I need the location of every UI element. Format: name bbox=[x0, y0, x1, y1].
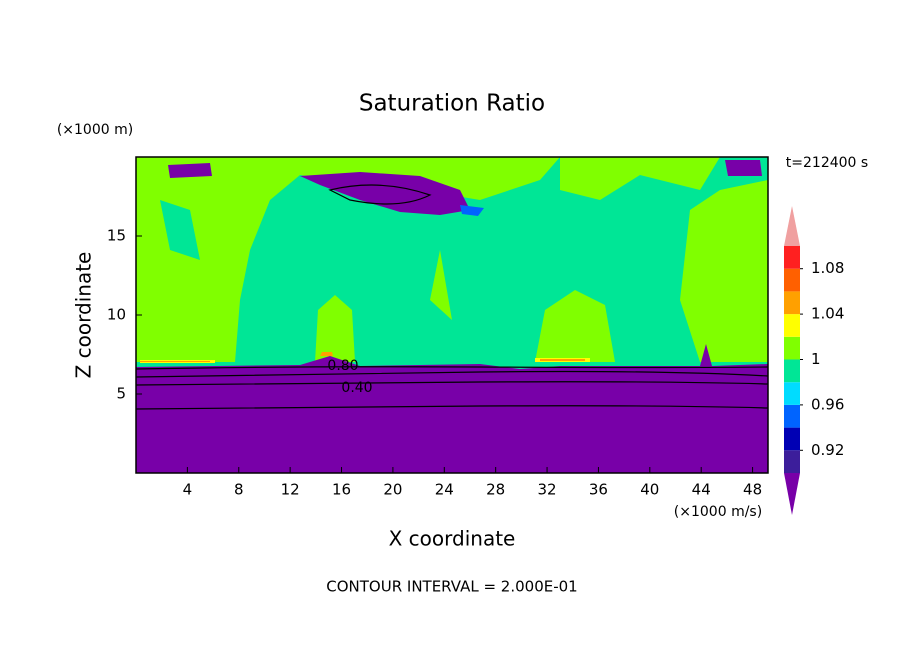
colorbar-box bbox=[784, 404, 800, 428]
colorbar-box bbox=[784, 382, 800, 405]
field-region bbox=[140, 358, 590, 363]
x-tick-label: 12 bbox=[281, 481, 300, 499]
field-region bbox=[136, 344, 768, 473]
x-tick-label: 32 bbox=[538, 481, 557, 499]
x-tick-label: 40 bbox=[640, 481, 659, 499]
colorbar-tick-label: 1.04 bbox=[811, 305, 844, 323]
field-region bbox=[300, 157, 560, 200]
x-tick-label: 28 bbox=[486, 481, 505, 499]
colorbar-box bbox=[784, 336, 800, 360]
field-region bbox=[140, 352, 585, 362]
contour-label: 0.80 bbox=[327, 358, 358, 374]
contour-line bbox=[135, 366, 769, 370]
time-label: t=212400 s bbox=[786, 155, 868, 171]
contour-line bbox=[135, 370, 769, 378]
x-tick-label: 48 bbox=[743, 481, 762, 499]
field-region bbox=[680, 180, 768, 362]
y-axis-label: Z coordinate bbox=[72, 252, 96, 379]
contour-label: 0.40 bbox=[341, 380, 372, 396]
x-tick-label: 44 bbox=[692, 481, 711, 499]
x-tick-label: 36 bbox=[589, 481, 608, 499]
x-tick-label: 20 bbox=[383, 481, 402, 499]
x-tick-label: 16 bbox=[332, 481, 351, 499]
colorbar-box bbox=[784, 427, 800, 451]
field-region bbox=[160, 200, 200, 260]
chart-title: Saturation Ratio bbox=[359, 91, 545, 117]
x-tick-label: 8 bbox=[234, 481, 244, 499]
colorbar-box bbox=[784, 450, 800, 473]
contour-line bbox=[135, 381, 769, 386]
y-tick-label: 10 bbox=[107, 306, 126, 324]
contour-line bbox=[328, 184, 432, 205]
colorbar-tick-label: 1 bbox=[811, 350, 821, 368]
x-tick-label: 24 bbox=[435, 481, 454, 499]
colorbar-box bbox=[784, 359, 800, 383]
colorbar-tick-label: 0.96 bbox=[811, 395, 844, 413]
contour-line bbox=[135, 405, 769, 410]
x-axis-label: X coordinate bbox=[389, 527, 516, 551]
y-tick-label: 5 bbox=[116, 385, 126, 403]
colorbar-box bbox=[784, 314, 800, 337]
footer: CONTOUR INTERVAL = 2.000E-01 bbox=[326, 578, 577, 596]
x-tick-label: 4 bbox=[183, 481, 193, 499]
colorbar-arrow-high bbox=[784, 206, 800, 246]
colorbar-arrow-low bbox=[784, 473, 800, 515]
y-tick-label: 15 bbox=[107, 227, 126, 245]
colorbar-tick-label: 0.92 bbox=[811, 441, 844, 459]
colorbar-box bbox=[784, 291, 800, 315]
field-region bbox=[315, 295, 355, 362]
field-region bbox=[460, 205, 484, 216]
field-region bbox=[560, 157, 720, 200]
field-region bbox=[535, 290, 615, 362]
colorbar-tick-label: 1.08 bbox=[811, 259, 844, 277]
field-region bbox=[300, 172, 470, 215]
colorbar-box bbox=[784, 246, 800, 269]
colorbar-box bbox=[784, 268, 800, 292]
field-region bbox=[150, 250, 452, 330]
x-unit: (×1000 m/s) bbox=[674, 504, 762, 520]
y-unit: (×1000 m) bbox=[57, 122, 133, 138]
